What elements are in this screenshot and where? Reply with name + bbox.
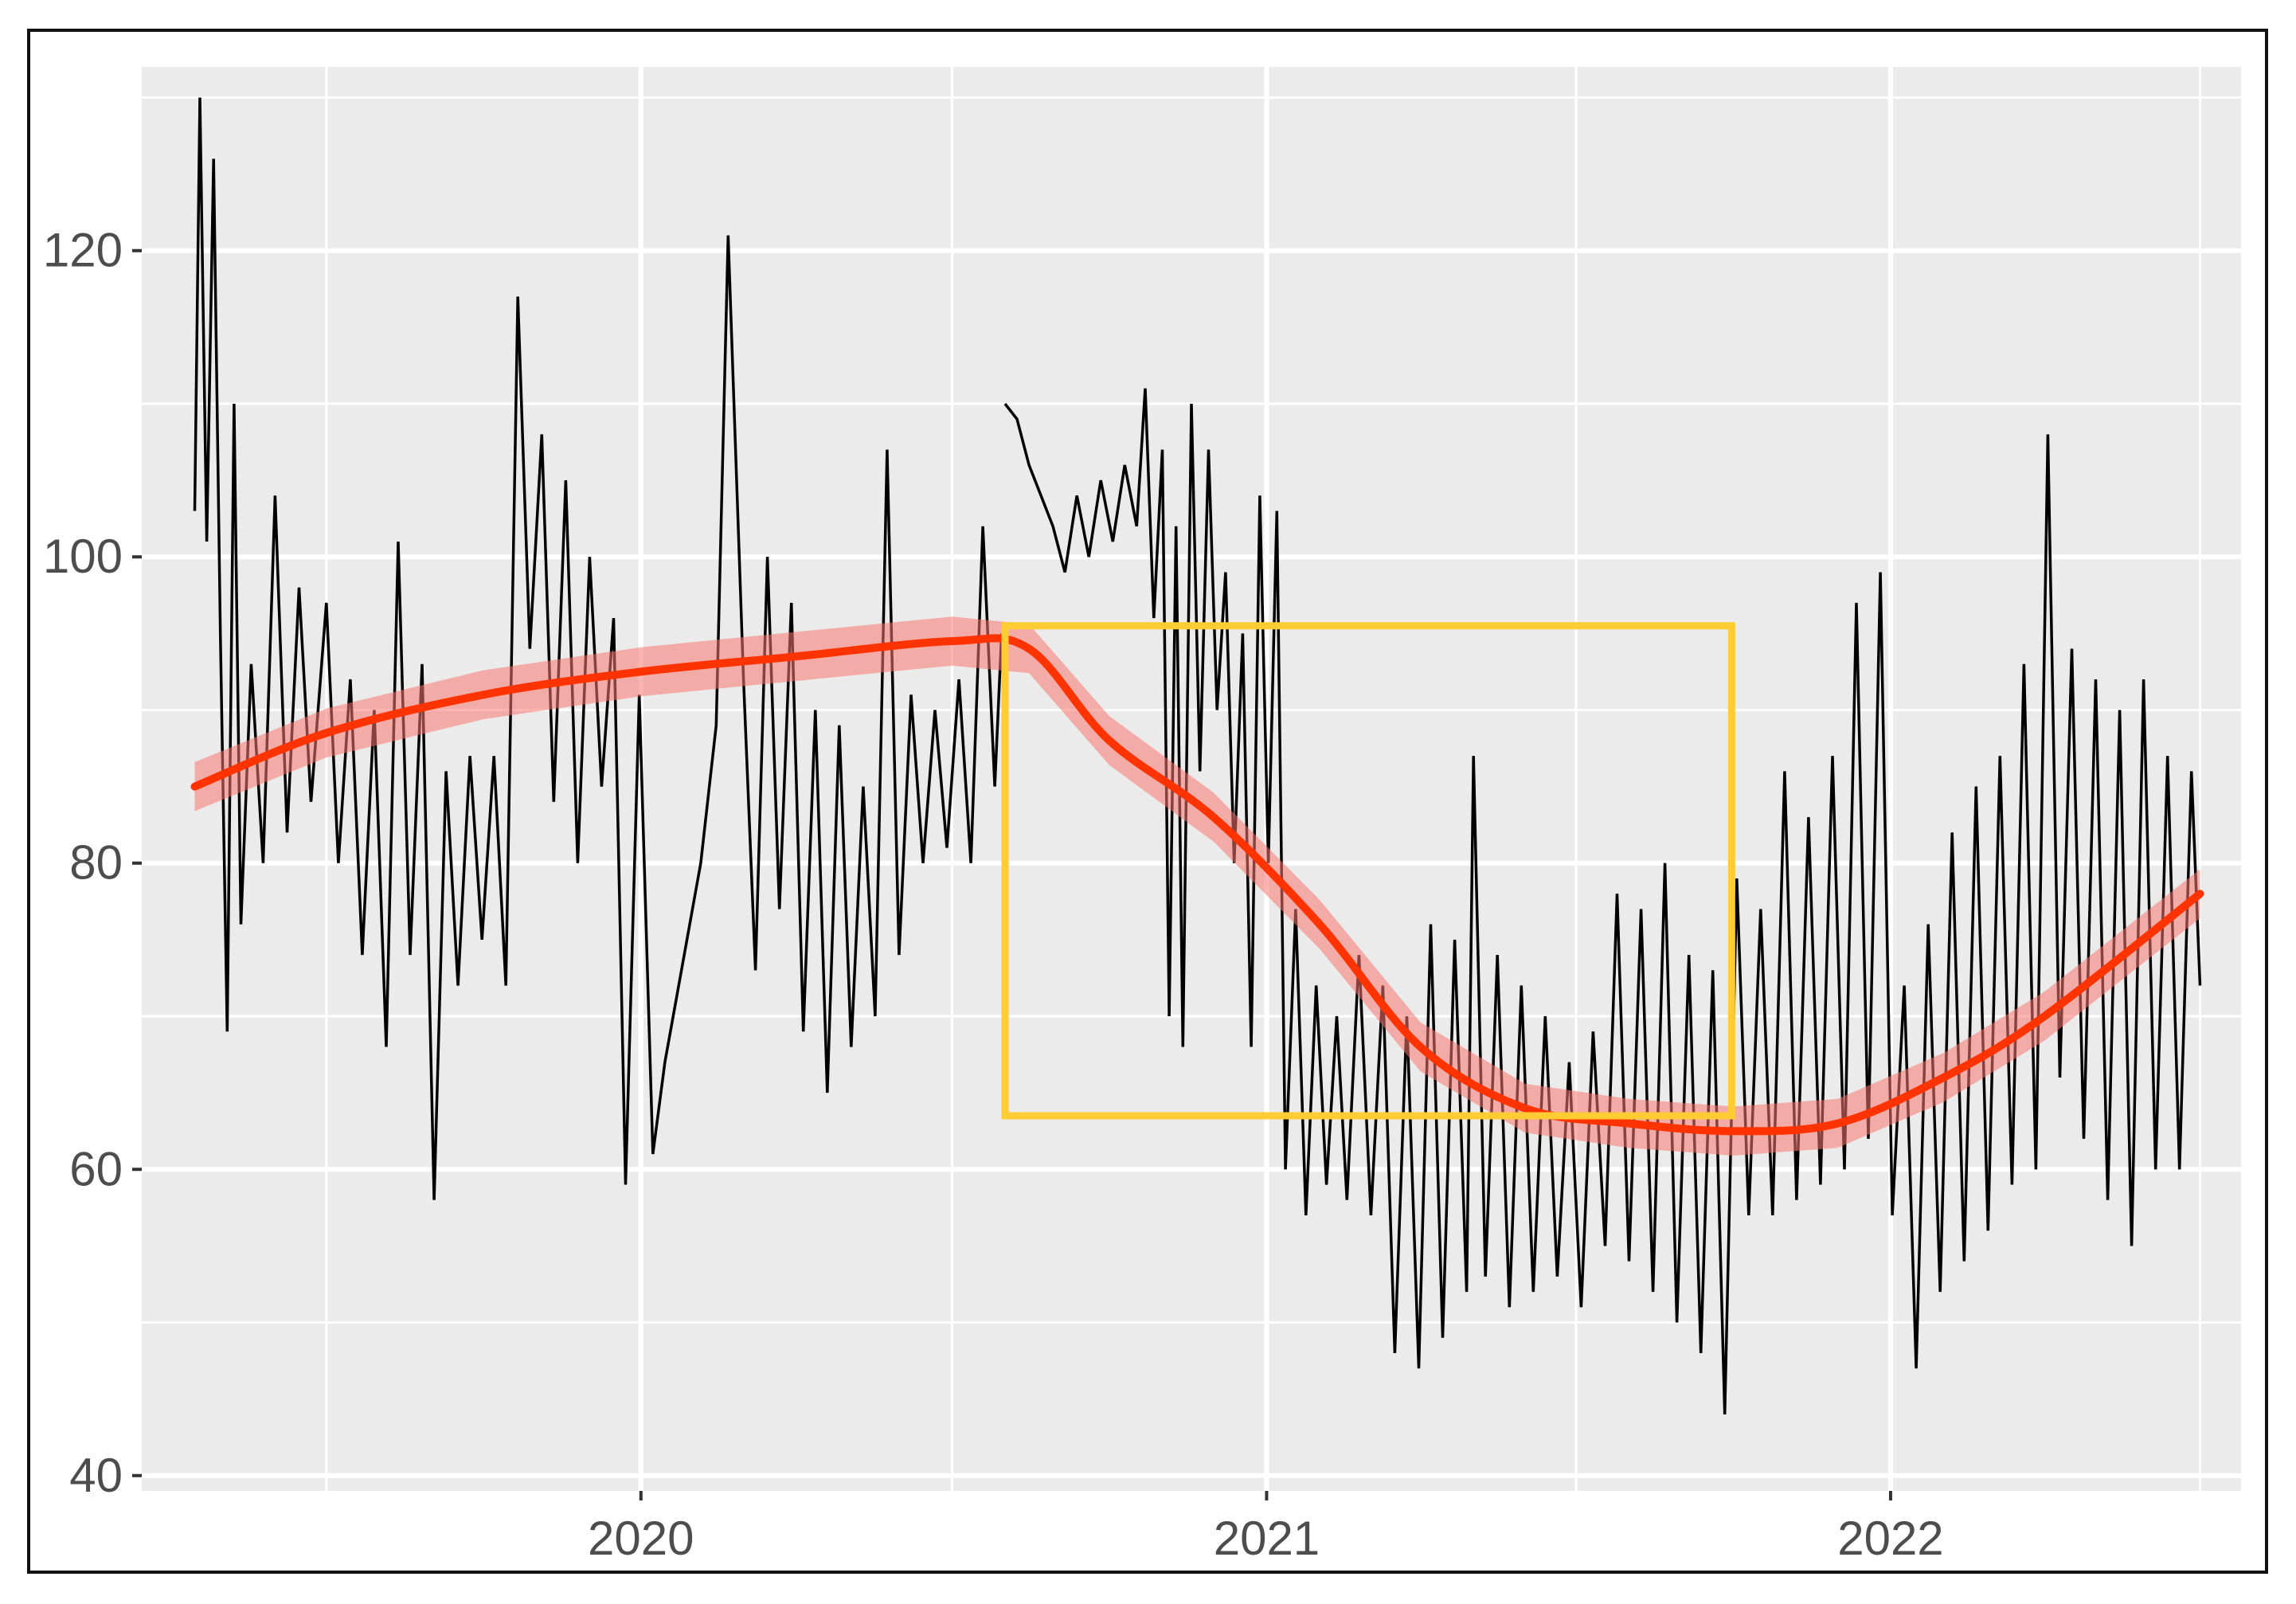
axes: 40 60 80 100 120 2020 2021 2022 [43,224,1944,1565]
y-axis-tick-label: 40 [69,1449,123,1502]
y-axis-tick-label: 120 [43,224,123,277]
data-series [190,97,2204,1414]
y-axis-tick-label: 60 [69,1142,123,1195]
y-axis-tick-label: 100 [43,530,123,583]
annotations [1001,622,1735,1120]
trend-chart: 40 60 80 100 120 2020 2021 2022 [43,67,2241,1565]
x-axis-tick-label: 2021 [1214,1512,1320,1565]
x-axis-tick-label: 2022 [1837,1512,1943,1565]
chart-frame: 40 60 80 100 120 2020 2021 2022 [27,29,2268,1574]
y-axis-tick-label: 80 [69,836,123,890]
highlight-box [1001,622,1735,1120]
trend-line [190,634,2204,1136]
x-axis-tick-label: 2020 [588,1512,694,1565]
